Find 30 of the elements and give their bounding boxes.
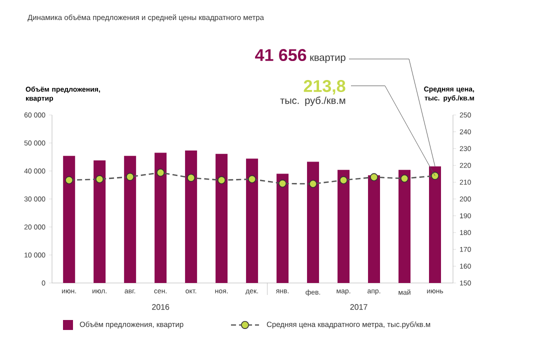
point xyxy=(187,174,196,182)
point xyxy=(218,176,226,184)
bar xyxy=(307,162,320,283)
point xyxy=(96,175,104,184)
point xyxy=(126,172,134,181)
bar xyxy=(368,175,380,283)
annotation: 41 656 квартир xyxy=(255,49,346,63)
point xyxy=(431,172,440,180)
point xyxy=(65,176,74,184)
text: 2016 xyxy=(152,304,170,310)
bar xyxy=(185,150,198,283)
point xyxy=(156,168,165,177)
point xyxy=(309,180,318,188)
text: 213,8 тыс. руб./кв.м xyxy=(280,80,346,106)
bar xyxy=(216,154,228,283)
bar xyxy=(63,156,76,283)
bar xyxy=(398,170,411,283)
bar xyxy=(124,156,136,283)
bar xyxy=(429,166,441,283)
point xyxy=(248,175,256,184)
point xyxy=(400,174,409,182)
point xyxy=(370,173,378,182)
text: 2017 xyxy=(350,304,368,310)
bar xyxy=(338,170,350,283)
bar xyxy=(276,174,289,283)
point xyxy=(278,180,287,188)
bar xyxy=(246,158,258,283)
bar xyxy=(154,152,167,283)
bar xyxy=(94,160,106,283)
point xyxy=(340,176,348,184)
